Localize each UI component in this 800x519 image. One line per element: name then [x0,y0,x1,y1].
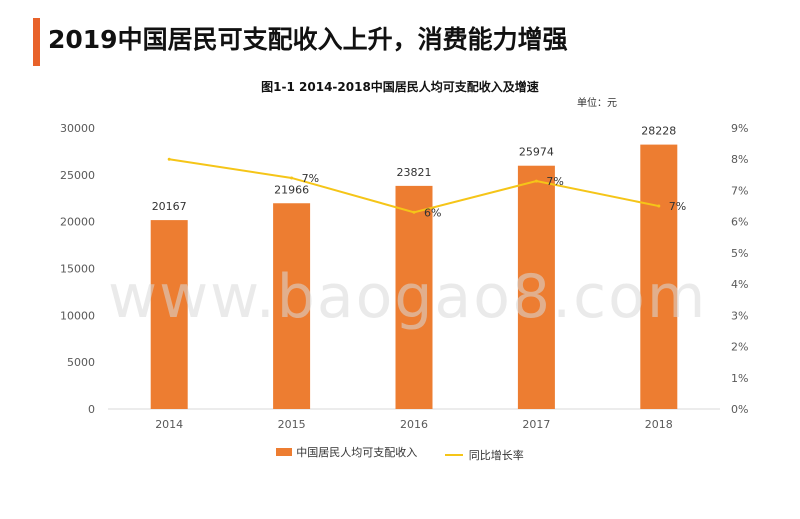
x-tick-label: 2018 [645,418,673,431]
chart-title: 图1-1 2014-2018中国居民人均可支配收入及增速 [261,79,539,94]
title-accent-bar [33,18,40,66]
y-left-tick-label: 15000 [60,263,95,276]
bar-data-label: 20167 [152,200,187,213]
growth-rate-point [290,176,294,180]
y-right-tick-label: 0% [731,403,748,416]
bar-data-label: 21966 [274,183,309,196]
y-left-tick-label: 20000 [60,216,95,229]
bar-income [395,185,433,409]
growth-rate-point [657,204,661,208]
legend-label-growth: 同比增长率 [468,449,524,462]
y-right-tick-label: 7% [731,184,748,197]
y-left-tick-label: 10000 [60,309,95,322]
line-data-label: 7% [669,200,686,213]
legend-label-income: 中国居民人均可支配收入 [296,446,418,459]
x-tick-label: 2015 [278,418,306,431]
unit-label: 单位：元 [577,96,617,109]
y-right-tick-label: 5% [731,247,748,260]
legend-item-growth: 同比增长率 [444,447,524,463]
bar-income [517,165,555,409]
watermark: www.baogao8.com [108,262,708,332]
y-right-tick-label: 1% [731,372,748,385]
bar-data-label: 28228 [641,125,676,138]
y-left-tick-label: 5000 [67,356,95,369]
legend-bar-swatch [276,448,293,456]
line-data-label: 7% [546,175,563,188]
x-tick-label: 2016 [400,418,428,431]
growth-rate-point [534,179,538,183]
growth-rate-point [412,210,416,214]
y-left-tick-label: 25000 [60,169,95,182]
bar-data-label: 23821 [397,166,432,179]
y-left-tick-label: 30000 [60,122,95,135]
x-tick-label: 2014 [155,418,183,431]
y-right-tick-label: 6% [731,216,748,229]
y-left-tick-label: 0 [88,403,95,416]
chart-legend: 中国居民人均可支配收入 同比增长率 [0,444,800,463]
line-data-label: 6% [424,206,441,219]
legend-item-income: 中国居民人均可支配收入 [276,444,417,460]
bar-income [150,220,188,409]
y-right-tick-label: 2% [731,341,748,354]
bar-income [640,144,678,410]
legend-line-swatch [444,454,463,456]
y-right-tick-label: 8% [731,153,748,166]
line-data-label: 7% [302,172,319,185]
bar-income [273,203,311,409]
y-right-tick-label: 3% [731,309,748,322]
growth-rate-point [167,157,171,161]
y-right-tick-label: 9% [731,122,748,135]
bar-data-label: 25974 [519,146,554,159]
y-right-tick-label: 4% [731,278,748,291]
x-tick-label: 2017 [522,418,550,431]
page-title: 2019中国居民可支配收入上升，消费能力增强 [48,25,568,54]
